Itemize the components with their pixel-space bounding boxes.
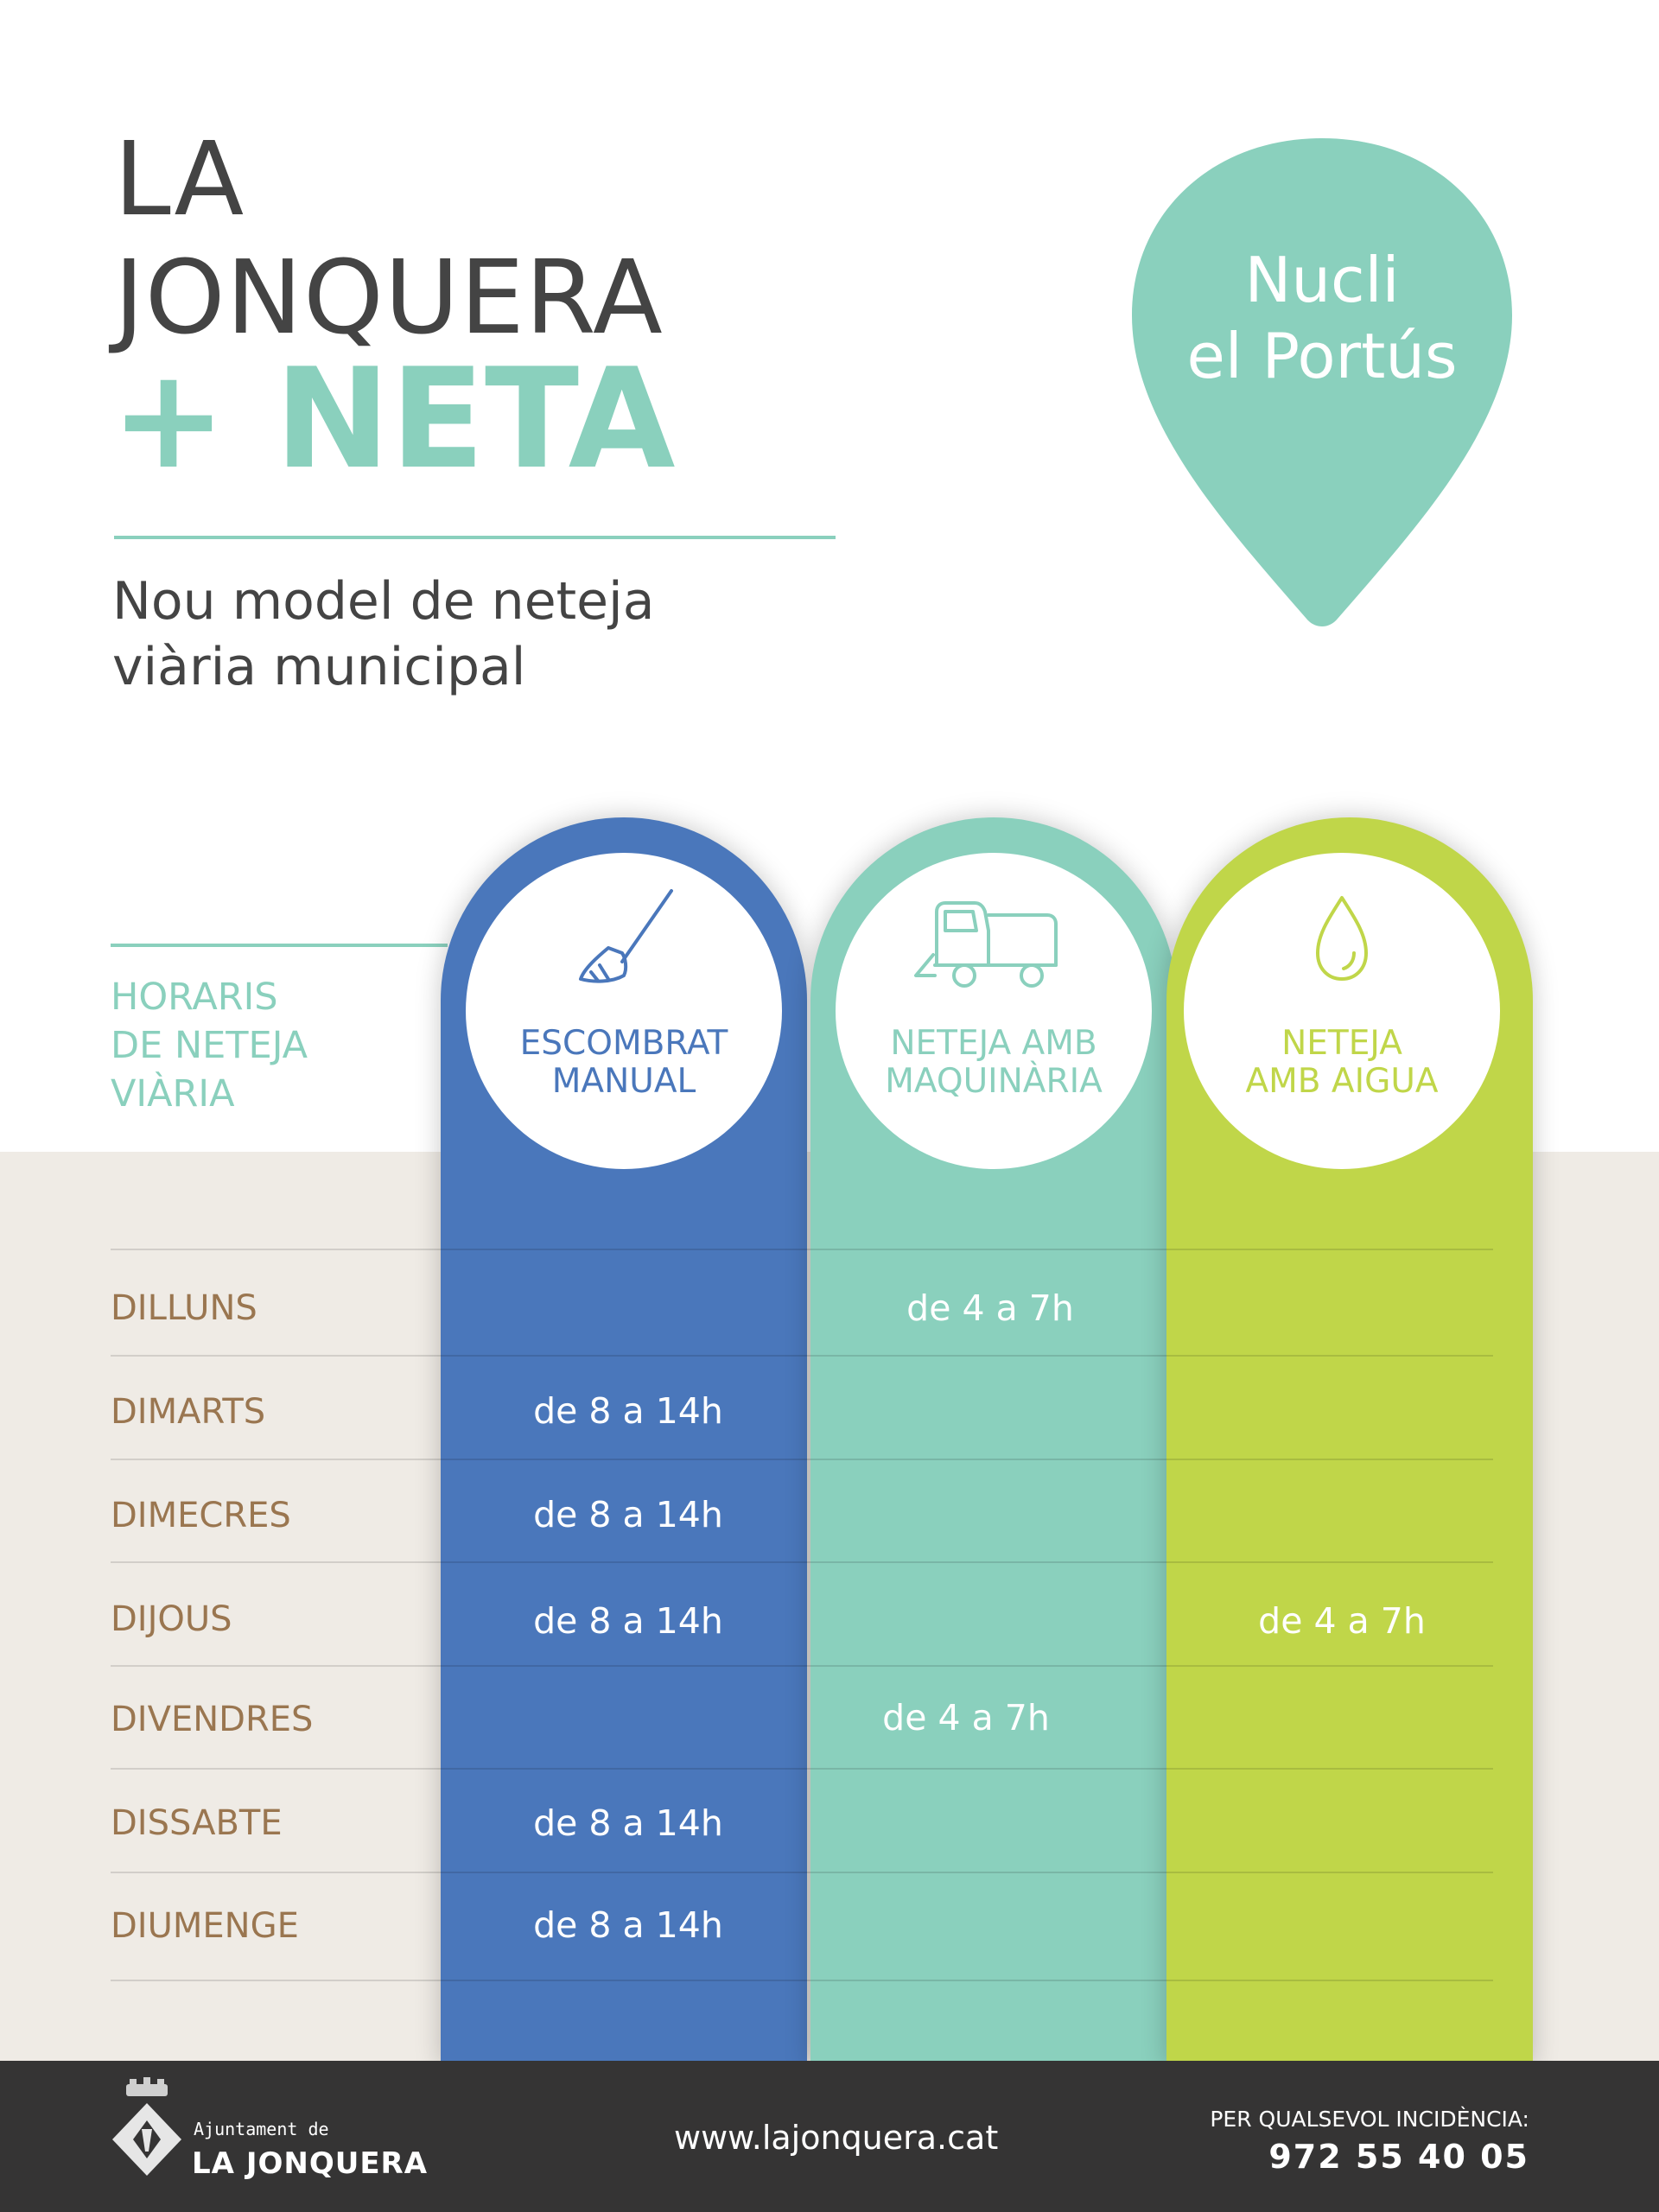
row-divider [111,1355,1493,1357]
day-label-friday: DIVENDRES [111,1700,314,1739]
day-label-wednesday: DIMECRES [111,1496,291,1535]
row-divider [111,1249,1493,1250]
column-header-circle-water [1184,853,1500,1169]
location-line-2: el Portús [1186,320,1458,392]
location-label: Nucli el Portús [1136,242,1508,394]
column-label-water: NETEJA AMB AIGUA [1184,1025,1500,1101]
column-label-manual-line-2: MANUAL [551,1062,696,1101]
subtitle: Nou model de neteja viària municipal [112,571,655,697]
coat-of-arms-logo [112,2077,181,2176]
footer [0,2061,1659,2212]
row-divider [111,1872,1493,1873]
column-label-machine-line-2: MAQUINÀRIA [885,1062,1103,1101]
column-label-water-line-2: AMB AIGUA [1245,1062,1439,1101]
day-label-thursday: DIJOUS [111,1599,232,1639]
phone-number[interactable]: 972 55 40 05 [1268,2138,1529,2176]
column-header-circle-machine [836,853,1152,1169]
title-line-3: + NETA [111,338,676,499]
cell-thursday-water: de 4 a 7h [1258,1600,1426,1642]
schedule-heading-line-1: HORARIS [111,976,278,1019]
day-label-saturday: DISSABTE [111,1803,283,1843]
title-line-1: LA [114,119,245,238]
title-divider [114,536,836,539]
cell-tuesday-manual: de 8 a 14h [533,1390,723,1432]
org-name: LA JONQUERA [192,2146,429,2181]
cell-monday-machine: de 4 a 7h [906,1287,1074,1329]
schedule-heading-line-2: DE NETEJA [111,1024,308,1067]
column-label-water-line-1: NETEJA [1281,1024,1402,1063]
row-divider [111,1459,1493,1460]
cell-wednesday-manual: de 8 a 14h [533,1494,723,1535]
title-line-2: JONQUERA [114,238,664,357]
website-link[interactable]: www.lajonquera.cat [674,2119,999,2157]
broom-icon [579,889,673,983]
cell-friday-machine: de 4 a 7h [882,1697,1050,1738]
column-label-manual: ESCOMBRAT MANUAL [466,1025,782,1101]
row-divider [111,1665,1493,1667]
day-label-sunday: DIUMENGE [111,1906,299,1946]
water-drop-icon [1316,896,1368,981]
schedule-heading-rule [111,944,448,947]
cell-sunday-manual: de 8 a 14h [533,1904,723,1946]
column-header-circle-manual [466,853,782,1169]
schedule-heading: HORARIS DE NETEJA VIÀRIA [111,973,439,1118]
cell-thursday-manual: de 8 a 14h [533,1600,723,1642]
schedule-heading-line-3: VIÀRIA [111,1072,235,1116]
street-sweeper-icon [914,901,1058,988]
row-divider [111,1561,1493,1563]
incident-label: PER QUALSEVOL INCIDÈNCIA: [1210,2107,1529,2132]
column-label-machine: NETEJA AMB MAQUINÀRIA [836,1025,1152,1101]
day-label-tuesday: DIMARTS [111,1392,266,1432]
row-divider [111,1980,1493,1981]
column-label-machine-line-1: NETEJA AMB [890,1024,1097,1063]
cell-saturday-manual: de 8 a 14h [533,1802,723,1844]
org-label-small: Ajuntament de [194,2119,329,2139]
location-line-1: Nucli [1244,244,1400,316]
column-label-manual-line-1: ESCOMBRAT [519,1024,728,1063]
day-label-monday: DILLUNS [111,1288,257,1328]
row-divider [111,1768,1493,1770]
location-pin-icon [1132,138,1512,626]
